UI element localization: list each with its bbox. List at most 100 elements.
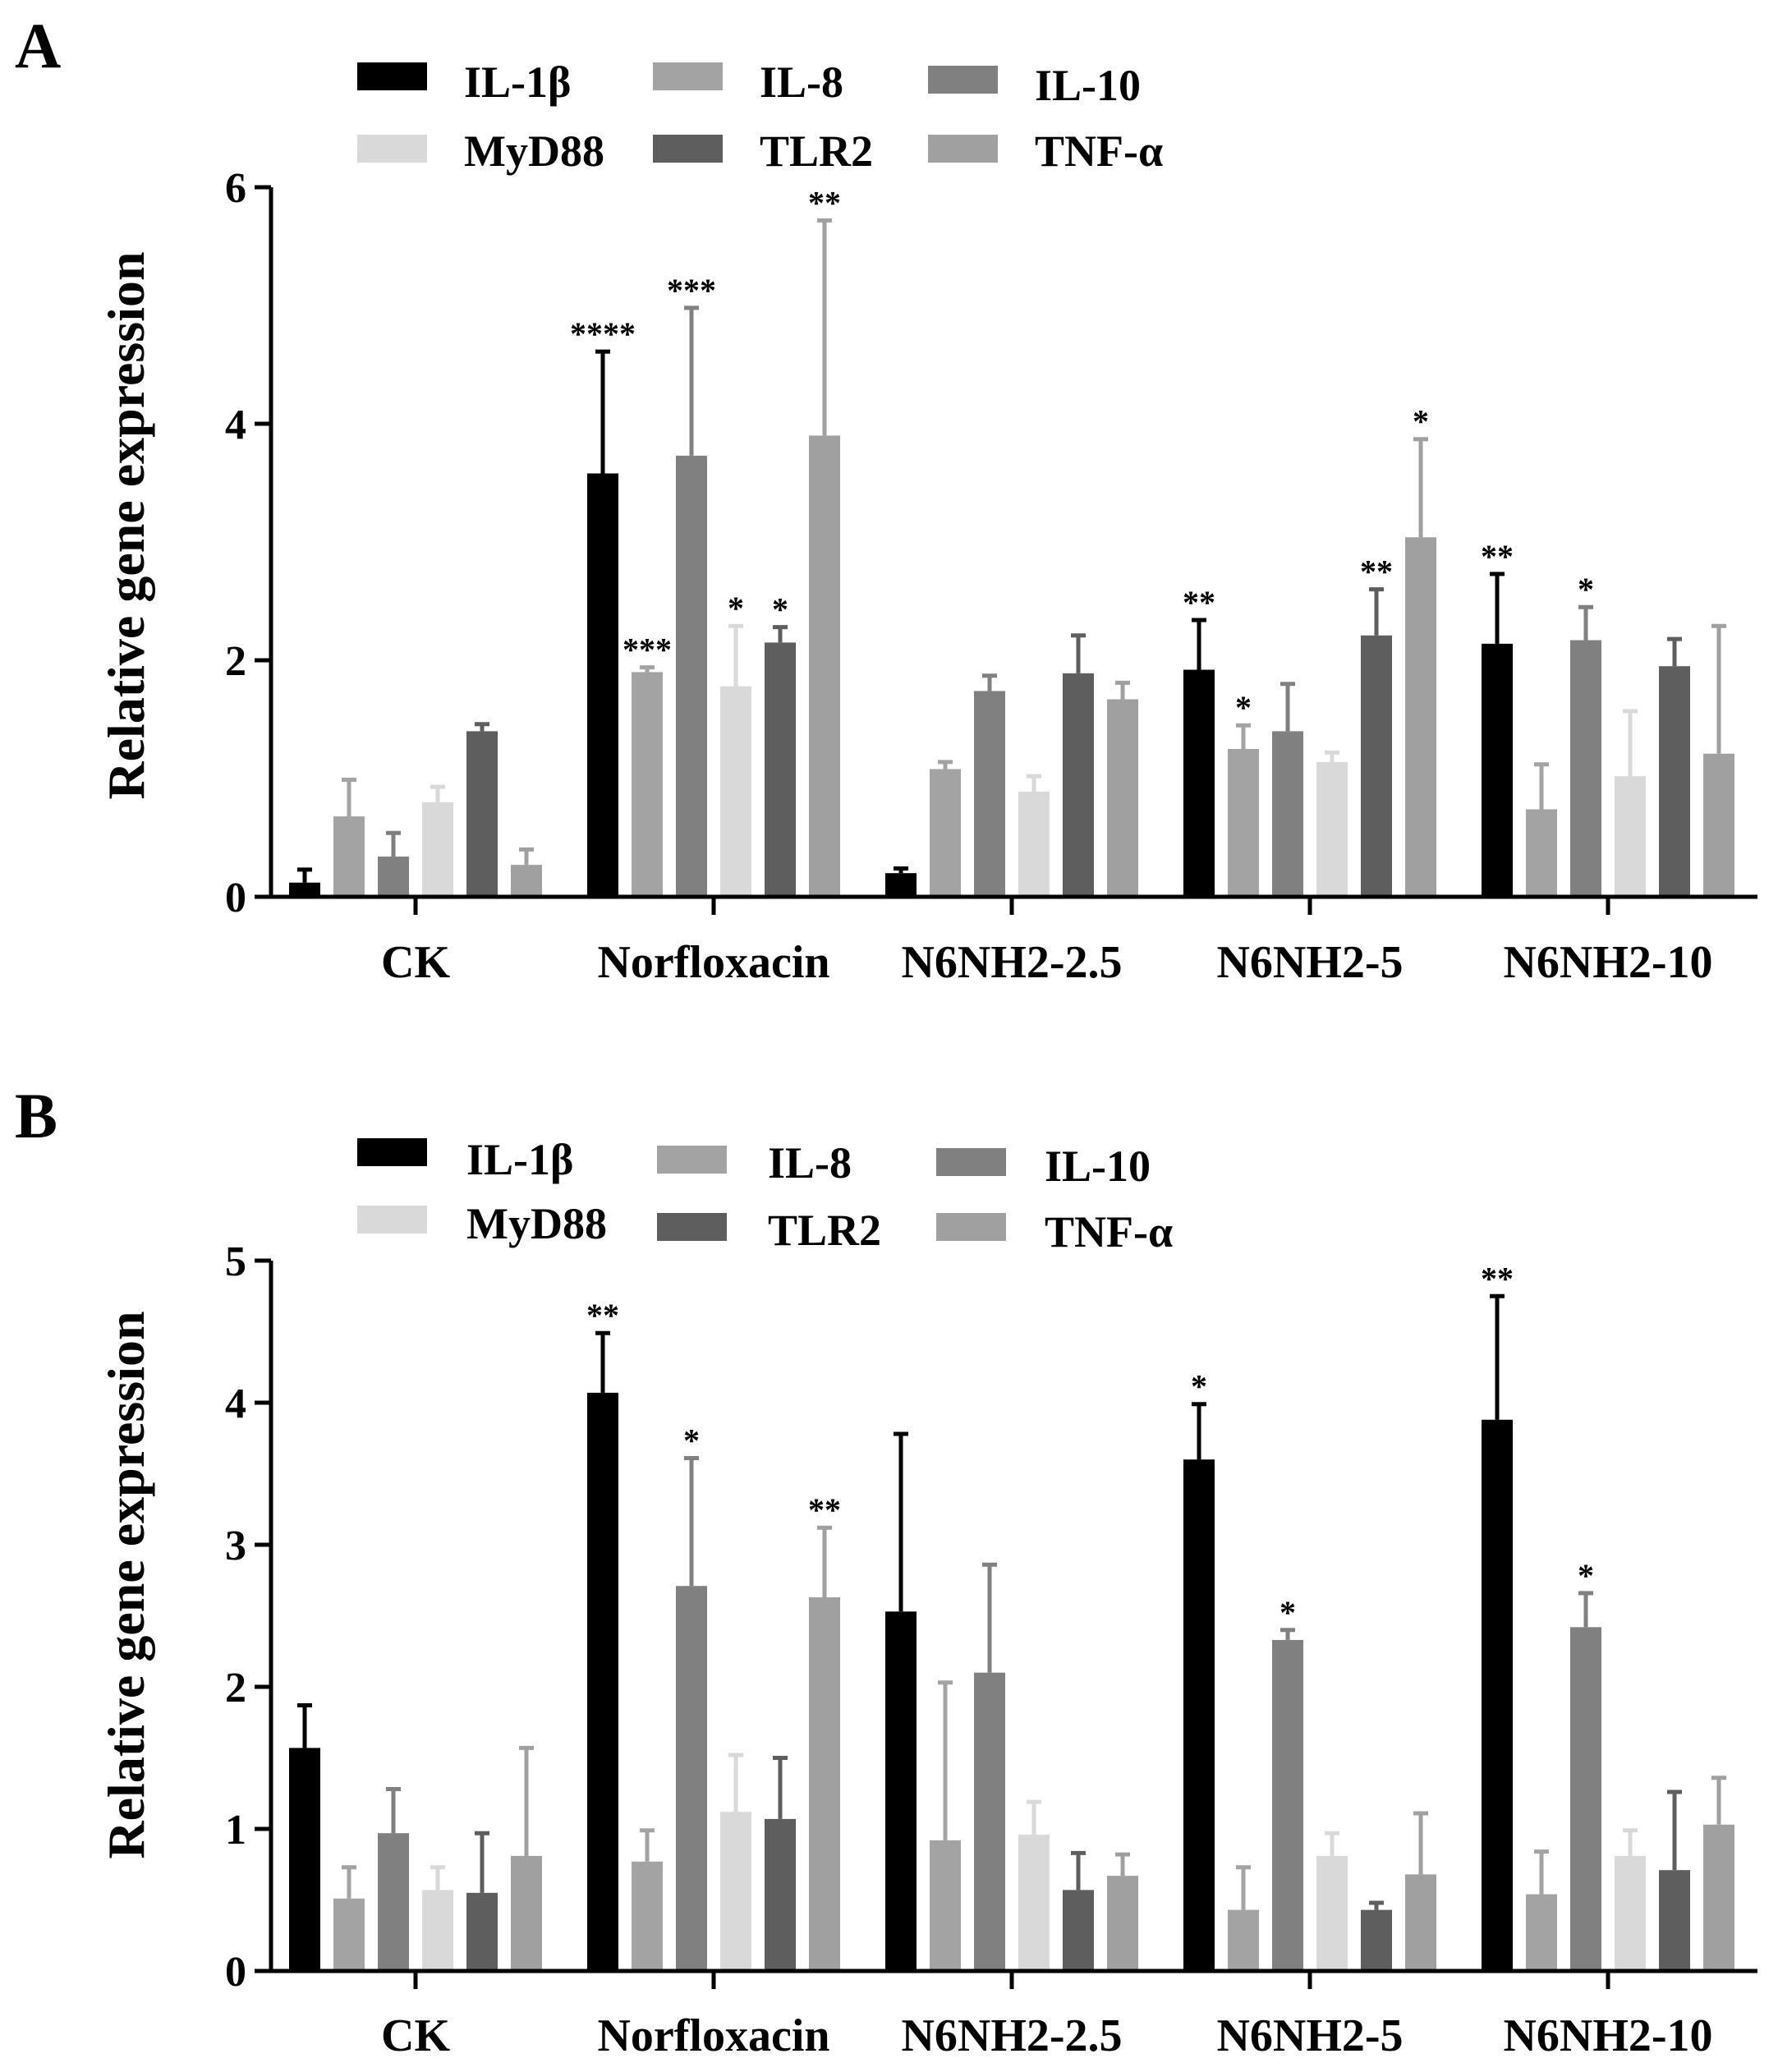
legend-swatch-il8 bbox=[653, 62, 723, 90]
legend-label-il10: IL-10 bbox=[1035, 61, 1141, 110]
legend-label-tnfa: TNF-α bbox=[1045, 1207, 1173, 1257]
y-tick-label: 1 bbox=[225, 1807, 246, 1854]
significance-il-8-norfloxacin: *** bbox=[623, 632, 672, 668]
legend-swatch-tnfa bbox=[936, 1213, 1006, 1241]
bar-il-8-n6nh2-2-5 bbox=[930, 1840, 961, 1971]
bar-il-8-n6nh2-5 bbox=[1228, 1909, 1259, 1971]
bar-il-10-n6nh2-5 bbox=[1272, 731, 1303, 897]
y-tick-label: 2 bbox=[225, 1665, 246, 1711]
significance-il-10-n6nh2-10: * bbox=[1578, 571, 1594, 608]
significance-tnf-a-norfloxacin: ** bbox=[808, 1491, 841, 1528]
legend-swatch-myd88 bbox=[357, 1206, 427, 1234]
x-tick-label-n6nh2-2-5: N6NH2-2.5 bbox=[901, 2010, 1122, 2061]
x-tick-label-n6nh2-10: N6NH2-10 bbox=[1503, 2010, 1712, 2061]
bar-il-10-norfloxacin bbox=[676, 455, 707, 897]
significance-il-1b-n6nh2-10: ** bbox=[1481, 538, 1514, 575]
significance-il-8-n6nh2-5: * bbox=[1235, 689, 1252, 726]
bar-il-1b-n6nh2-5 bbox=[1183, 669, 1215, 897]
significance-il-10-n6nh2-5: * bbox=[1280, 1594, 1296, 1631]
y-axis-title-a: Relative gene expression bbox=[97, 251, 155, 799]
bar-il-10-n6nh2-2-5 bbox=[974, 691, 1005, 897]
y-tick-label: 0 bbox=[225, 1949, 246, 1996]
y-tick-label: 0 bbox=[225, 875, 246, 921]
bar-il-1b-ck bbox=[289, 882, 320, 897]
bar-myd88-n6nh2-5 bbox=[1316, 761, 1348, 897]
legend-swatch-il10 bbox=[928, 66, 998, 94]
legend-label-tlr2: TLR2 bbox=[768, 1206, 881, 1255]
legend-swatch-tlr2 bbox=[657, 1213, 727, 1241]
bar-il-1b-n6nh2-10 bbox=[1482, 643, 1513, 897]
bar-il-10-n6nh2-2-5 bbox=[974, 1672, 1005, 1971]
bar-tlr2-norfloxacin bbox=[765, 1818, 796, 1971]
bar-il-8-n6nh2-2-5 bbox=[930, 769, 961, 897]
bar-myd88-n6nh2-2-5 bbox=[1018, 791, 1050, 897]
legend-label-il1b: IL-1β bbox=[466, 1135, 573, 1184]
bar-tlr2-norfloxacin bbox=[765, 642, 796, 897]
significance-tlr2-norfloxacin: * bbox=[772, 591, 788, 628]
y-tick-label: 3 bbox=[225, 1523, 246, 1569]
x-tick-label-ck: CK bbox=[381, 937, 450, 988]
x-tick-label-n6nh2-10: N6NH2-10 bbox=[1503, 937, 1712, 988]
x-tick-label-n6nh2-5: N6NH2-5 bbox=[1216, 937, 1403, 988]
legend-label-il8: IL-8 bbox=[760, 57, 843, 107]
legend-b: IL-1β IL-8 IL-10 MyD88 TLR2 TNF-α bbox=[357, 1135, 1173, 1257]
bar-il-1b-n6nh2-5 bbox=[1183, 1459, 1215, 1971]
bar-tlr2-n6nh2-10 bbox=[1659, 1870, 1690, 1971]
legend-label-tlr2: TLR2 bbox=[760, 126, 873, 176]
panel-label-b: B bbox=[15, 1080, 57, 1151]
legend-label-myd88: MyD88 bbox=[466, 1199, 607, 1248]
bar-tnf-a-ck bbox=[511, 865, 542, 897]
significance-il-10-n6nh2-10: * bbox=[1578, 1557, 1594, 1594]
significance-tlr2-n6nh2-5: ** bbox=[1360, 554, 1393, 590]
significance-il-1b-n6nh2-5: ** bbox=[1183, 584, 1215, 621]
legend-label-il10: IL-10 bbox=[1045, 1142, 1151, 1191]
x-tick-label-n6nh2-2-5: N6NH2-2.5 bbox=[901, 937, 1122, 988]
significance-il-10-norfloxacin: *** bbox=[667, 272, 716, 309]
legend-label-tnfa: TNF-α bbox=[1035, 126, 1163, 176]
bar-tlr2-ck bbox=[466, 731, 498, 897]
bar-myd88-n6nh2-10 bbox=[1615, 776, 1646, 897]
bar-myd88-n6nh2-5 bbox=[1316, 1855, 1348, 1971]
bar-il-10-n6nh2-10 bbox=[1570, 1627, 1601, 1971]
bar-il-8-norfloxacin bbox=[632, 1861, 663, 1971]
legend-swatch-il1b bbox=[357, 1138, 427, 1166]
bar-il-8-norfloxacin bbox=[632, 672, 663, 897]
bar-il-10-norfloxacin bbox=[676, 1586, 707, 1971]
panel-label-a: A bbox=[15, 10, 61, 81]
bar-tnf-a-norfloxacin bbox=[809, 1597, 840, 1971]
x-tick-label-norfloxacin: Norfloxacin bbox=[597, 937, 829, 988]
significance-tnf-a-norfloxacin: ** bbox=[808, 184, 841, 221]
y-tick-label: 5 bbox=[225, 1238, 246, 1285]
bar-il-10-ck bbox=[378, 1833, 409, 1971]
significance-il-1b-norfloxacin: ** bbox=[586, 1297, 619, 1334]
x-tick-label-ck: CK bbox=[381, 2010, 450, 2061]
bar-tlr2-n6nh2-5 bbox=[1361, 635, 1392, 897]
bar-tnf-a-n6nh2-5 bbox=[1405, 1874, 1436, 1971]
legend-label-il8: IL-8 bbox=[768, 1138, 852, 1188]
bar-il-1b-n6nh2-2-5 bbox=[885, 1611, 917, 1971]
bar-tlr2-n6nh2-2-5 bbox=[1063, 673, 1094, 897]
bar-il-8-ck bbox=[333, 1898, 365, 1971]
bar-il-10-n6nh2-10 bbox=[1570, 640, 1601, 897]
x-tick-label-norfloxacin: Norfloxacin bbox=[597, 2010, 829, 2061]
bar-myd88-norfloxacin bbox=[720, 686, 751, 897]
y-tick-label: 4 bbox=[225, 1381, 246, 1427]
bar-tnf-a-n6nh2-2-5 bbox=[1107, 699, 1138, 897]
bar-tnf-a-n6nh2-10 bbox=[1703, 753, 1734, 897]
bar-il-1b-n6nh2-10 bbox=[1482, 1419, 1513, 1971]
bar-il-1b-norfloxacin bbox=[587, 473, 618, 897]
bar-myd88-n6nh2-2-5 bbox=[1018, 1834, 1050, 1971]
y-tick-label: 2 bbox=[225, 638, 246, 685]
significance-tnf-a-n6nh2-5: * bbox=[1413, 403, 1429, 440]
bar-myd88-norfloxacin bbox=[720, 1812, 751, 1971]
legend-swatch-il8 bbox=[657, 1146, 727, 1174]
bar-il-8-ck bbox=[333, 816, 365, 897]
bar-tlr2-n6nh2-10 bbox=[1659, 666, 1690, 897]
y-tick-label: 4 bbox=[225, 402, 246, 448]
legend-swatch-myd88 bbox=[357, 135, 427, 163]
bar-tnf-a-n6nh2-2-5 bbox=[1107, 1876, 1138, 1971]
legend-a: IL-1β IL-8 IL-10 MyD88 TLR2 TNF-α bbox=[357, 57, 1163, 176]
bar-tnf-a-ck bbox=[511, 1855, 542, 1971]
